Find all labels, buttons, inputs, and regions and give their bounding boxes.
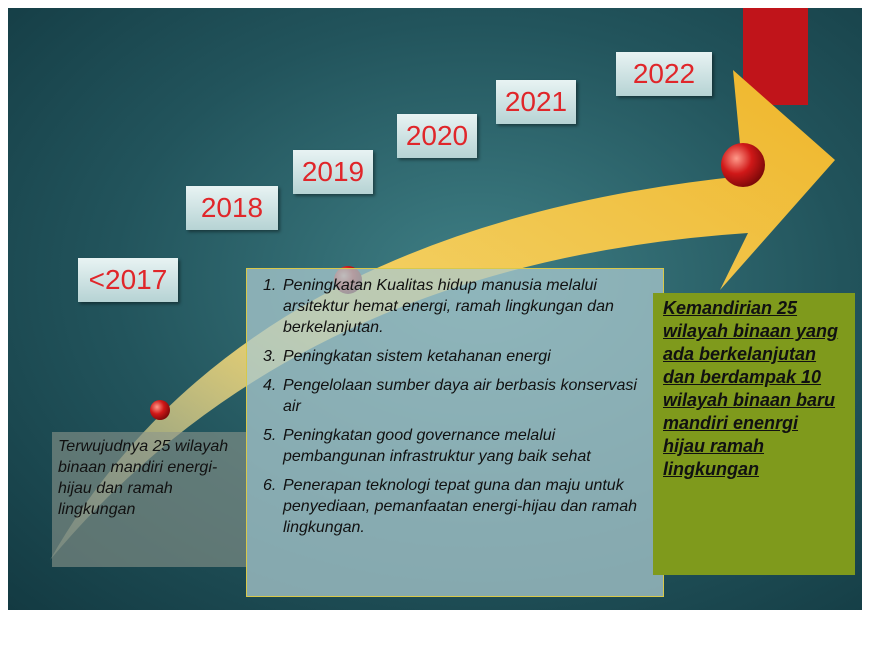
ball — [721, 143, 765, 187]
list-text: Peningkatan good governance melalui pemb… — [283, 427, 591, 465]
list-item: 3. Peningkatan sistem ketahanan energi — [263, 346, 653, 367]
list-number: 6. — [263, 477, 277, 494]
year-label: 2018 — [186, 186, 278, 230]
list-number: 1. — [263, 277, 277, 294]
list-text: Peningkatan sistem ketahanan energi — [283, 348, 551, 365]
list-item: 1. Peningkatan Kualitas hidup manusia mel… — [263, 275, 653, 338]
arrow — [50, 70, 835, 560]
list-text: Penerapan teknologi tepat guna dan maju … — [283, 477, 638, 536]
slide: <2017 2018 2019 2020 2021 2022 Terwujudn… — [8, 8, 862, 610]
list-item: 6. Penerapan teknologi tepat guna dan maj… — [263, 475, 653, 538]
list-number: 4. — [263, 377, 277, 394]
list-text: Pengelolaan sumber daya air berbasis kon… — [283, 377, 637, 415]
list-item: 5. Peningkatan good governance melalui pe… — [263, 425, 653, 467]
list-item: 4. Pengelolaan sumber daya air berbasis k… — [263, 375, 653, 417]
year-label: 2020 — [397, 114, 477, 158]
year-label: <2017 — [78, 258, 178, 302]
left-box: Terwujudnya 25 wilayah binaan mandiri en… — [52, 432, 246, 567]
list-text: Peningkatan Kualitas hidup manusia melal… — [283, 277, 614, 336]
year-label: 2019 — [293, 150, 373, 194]
year-label: 2022 — [616, 52, 712, 96]
list-number: 5. — [263, 427, 277, 444]
center-box: 1. Peningkatan Kualitas hidup manusia mel… — [246, 268, 664, 597]
list-number: 3. — [263, 348, 277, 365]
year-label: 2021 — [496, 80, 576, 124]
right-box: Kemandirian 25 wilayah binaan yang ada b… — [653, 293, 855, 575]
ball — [150, 400, 170, 420]
